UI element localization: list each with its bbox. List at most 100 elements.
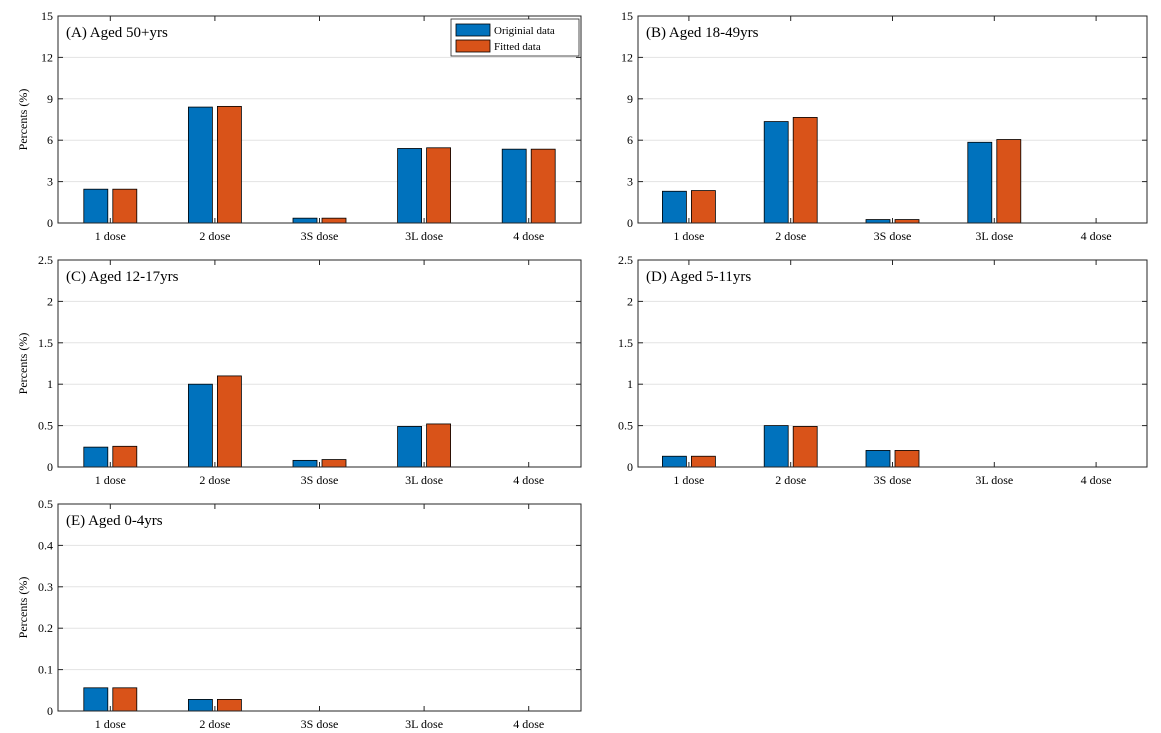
fitted-data-bar — [112, 687, 138, 712]
chart-panel-b: 0 3 6 9 12 15 1 dose 2 dose 3S dose 3L dose 4 dose… — [621, 9, 1148, 243]
y-tick-label: 0 — [47, 704, 53, 718]
y-tick-label: 1 — [47, 377, 53, 391]
y-tick-label: 15 — [621, 9, 633, 23]
fitted-data-bar — [691, 190, 716, 224]
y-tick-label: 0 — [627, 216, 633, 230]
x-tick-label: 2 dose — [199, 717, 230, 731]
original-data-bar — [501, 148, 527, 224]
y-tick-label: 6 — [627, 133, 633, 147]
x-tick-label: 1 dose — [673, 473, 704, 487]
y-tick-label: 9 — [47, 92, 53, 106]
y-tick-label: 0.5 — [618, 419, 633, 433]
y-tick-label: 2 — [47, 294, 53, 308]
original-data-bar — [967, 141, 993, 224]
fitted-data-bar — [112, 445, 138, 468]
fitted-data-bar — [112, 188, 138, 224]
x-tick-label: 3L dose — [975, 229, 1013, 243]
y-tick-label: 6 — [47, 133, 53, 147]
fitted-data-bar — [996, 139, 1022, 224]
axes-box — [57, 503, 582, 712]
y-tick-label: 0 — [47, 460, 53, 474]
y-tick-label: 0 — [627, 460, 633, 474]
y-tick-label: 0.1 — [38, 663, 53, 677]
y-tick-label: 3 — [47, 175, 53, 189]
y-tick-label: 0.3 — [38, 580, 53, 594]
y-tick-label: 0.2 — [38, 621, 53, 635]
x-tick-label: 4 dose — [513, 229, 544, 243]
original-data-bar — [865, 450, 891, 468]
original-data-bar — [187, 383, 213, 468]
panel-title: (B) Aged 18-49yrs — [646, 25, 759, 41]
panel-title: (E) Aged 0-4yrs — [66, 513, 163, 529]
y-tick-label: 2.5 — [618, 253, 633, 267]
fitted-data-bar — [216, 105, 242, 224]
fitted-data-bar — [216, 699, 242, 712]
x-tick-label: 2 dose — [775, 229, 806, 243]
legend-swatch-original — [455, 23, 491, 37]
y-tick-label: 0.5 — [38, 419, 53, 433]
y-axis-label: Percents (%) — [16, 577, 30, 639]
original-data-bar — [763, 425, 789, 468]
y-tick-label: 12 — [41, 50, 53, 64]
y-tick-label: 0 — [47, 216, 53, 230]
fitted-data-bar — [216, 375, 242, 468]
fitted-data-bar — [792, 117, 818, 224]
y-tick-label: 9 — [627, 92, 633, 106]
original-data-bar — [292, 459, 318, 468]
x-tick-label: 4 dose — [1081, 229, 1112, 243]
original-data-bar — [763, 121, 789, 224]
original-data-bar — [187, 106, 213, 224]
fitted-data-bar — [426, 423, 452, 468]
fitted-data-bar — [894, 450, 920, 468]
chart-panel-e: 0 0.1 0.2 0.3 0.4 0.5 1 dose 2 dose 3S dose 3L do… — [16, 497, 582, 731]
x-tick-label: 1 dose — [95, 473, 126, 487]
x-tick-label: 1 dose — [95, 717, 126, 731]
y-tick-label: 1 — [627, 377, 633, 391]
fitted-data-bar — [426, 147, 452, 224]
chart-panel-d: 0 0.5 1 1.5 2 2.5 1 dose 2 dose 3S dose 3L dose 4 … — [618, 253, 1148, 487]
original-data-bar — [187, 699, 213, 712]
fitted-data-bar — [321, 217, 347, 224]
y-tick-label: 1.5 — [38, 336, 53, 350]
y-tick-label: 1.5 — [618, 336, 633, 350]
y-tick-label: 2 — [627, 294, 633, 308]
panel-title: (C) Aged 12-17yrs — [66, 269, 179, 285]
panel-title: (A) Aged 50+yrs — [66, 25, 168, 41]
x-tick-label: 3S dose — [301, 473, 339, 487]
legend-swatch-fitted — [455, 39, 491, 53]
x-tick-label: 2 dose — [199, 473, 230, 487]
x-tick-label: 3S dose — [874, 473, 912, 487]
chart-panel-a: 0 3 6 9 12 15 1 dose 2 dose 3S dose 3L dose 4 dose… — [16, 9, 582, 243]
x-tick-label: 3S dose — [301, 229, 339, 243]
x-tick-label: 3L dose — [405, 229, 443, 243]
original-data-bar — [83, 188, 109, 224]
fitted-data-bar — [321, 459, 347, 468]
x-tick-label: 3L dose — [975, 473, 1013, 487]
y-axis-label: Percents (%) — [16, 333, 30, 395]
y-tick-label: 0.5 — [38, 497, 53, 511]
legend-label-fitted: Fitted data — [494, 41, 541, 53]
original-data-bar — [83, 687, 109, 712]
axes-box — [57, 259, 582, 468]
x-tick-label: 2 dose — [775, 473, 806, 487]
fitted-data-bar — [530, 148, 556, 224]
fitted-data-bar — [894, 219, 920, 224]
fitted-data-bar — [691, 455, 716, 468]
y-tick-label: 12 — [621, 50, 633, 64]
y-tick-label: 3 — [627, 175, 633, 189]
legend: Originial data Fitted data — [450, 18, 580, 57]
x-tick-label: 1 dose — [95, 229, 126, 243]
original-data-bar — [662, 190, 687, 224]
x-tick-label: 3S dose — [874, 229, 912, 243]
x-tick-label: 3L dose — [405, 717, 443, 731]
axes-box — [637, 259, 1148, 468]
x-tick-label: 3S dose — [301, 717, 339, 731]
y-tick-label: 2.5 — [38, 253, 53, 267]
x-tick-label: 4 dose — [513, 473, 544, 487]
x-tick-label: 4 dose — [1081, 473, 1112, 487]
original-data-bar — [397, 426, 423, 468]
y-axis-label: Percents (%) — [16, 89, 30, 151]
x-tick-label: 4 dose — [513, 717, 544, 731]
x-tick-label: 3L dose — [405, 473, 443, 487]
